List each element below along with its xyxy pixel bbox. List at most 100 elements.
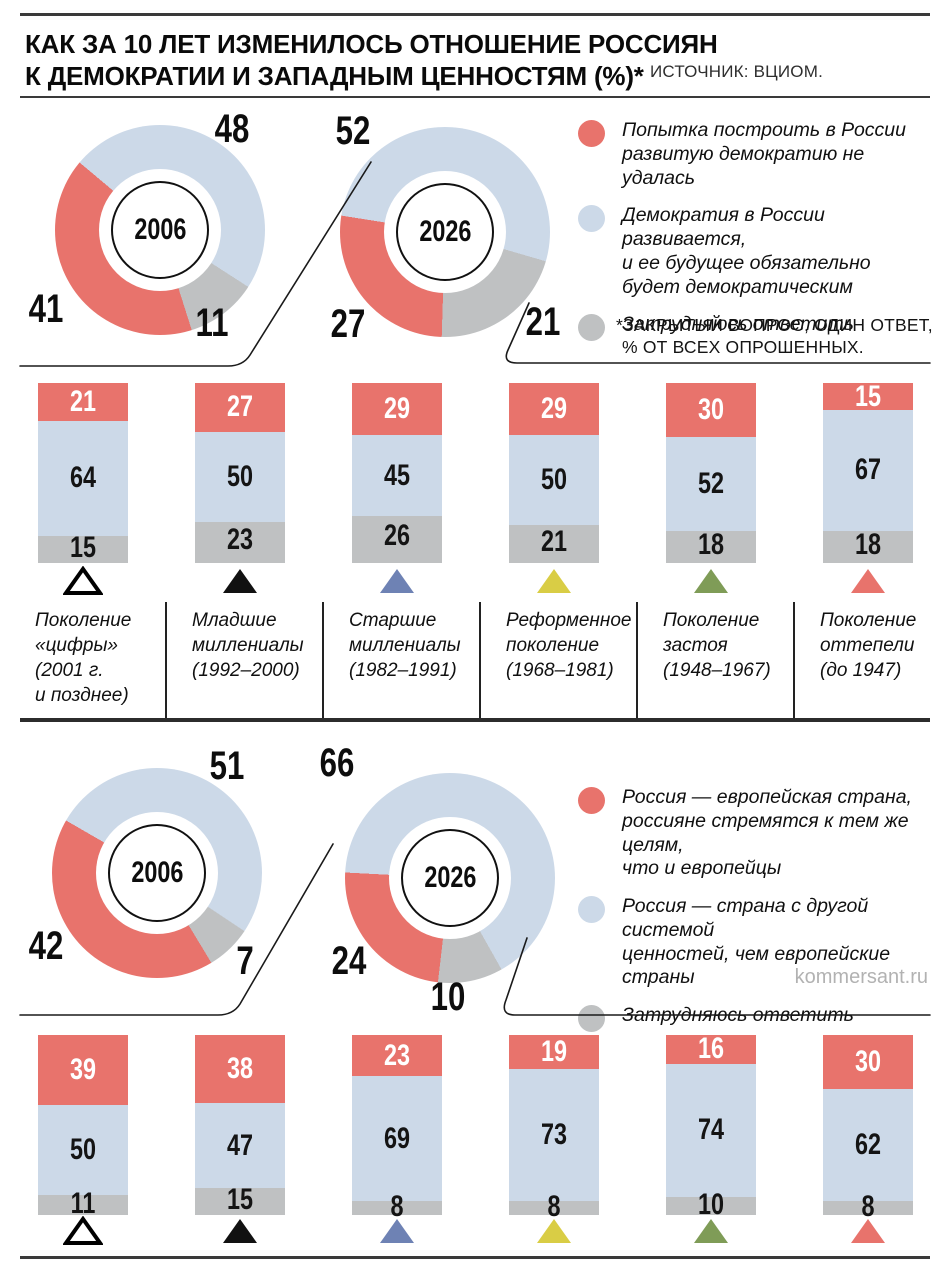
bar-segment [666,1197,756,1215]
column-divider [322,602,324,720]
stacked-bar-generation-4: 19 73 8 [509,1035,599,1222]
legend-text: Попытка построить в России развитую демо… [622,119,906,189]
generation-marker-triangle-1 [63,1216,103,1245]
donut-value-red: 24 [331,939,367,983]
generation-labels-row: Поколение «цифры» (2001 г. и позднее) Мла… [0,602,948,720]
donut-hole: 2026 [384,171,506,293]
generation-marker-triangle-2 [223,1219,257,1243]
bar-value-label: 39 [69,1053,97,1087]
generation-label-5: Поколение застоя (1948–1967) [663,610,771,682]
stacked-bars-european: 39 50 11 38 47 15 23 69 8 19 73 8 16 74 10 30 62 8 [0,1032,948,1222]
bar-value-label: 26 [383,519,411,553]
legend-dot-blue-icon [578,896,605,924]
bar-segment [352,1076,442,1201]
top-rule [20,13,930,16]
bar-segment [509,1035,599,1070]
bar-value-label: 29 [540,392,568,426]
bar-segment [38,1035,128,1106]
donut-value-gray: 10 [430,975,466,1019]
header-rule [20,96,930,98]
donut-value-blue: 66 [319,741,355,785]
bottom-rule [20,1256,930,1259]
bar-value-label: 11 [70,1187,96,1221]
bar-segment [352,1035,442,1077]
donut-year-label: 2026 [418,215,472,248]
generation-marker-row [0,1216,948,1246]
bar-segment [195,1188,285,1215]
year-ring: 2006 [108,824,206,922]
bar-segment [509,435,599,526]
section-divider-rule [20,718,930,722]
bar-value-label: 52 [697,466,725,500]
legend-item: Попытка построить в России развитую демо… [578,119,940,190]
donut-year-label: 2006 [130,856,184,889]
legend-item: Россия — европейская страна, россияне ст… [578,786,940,881]
bar-segment [666,530,756,563]
stacked-bar-generation-2: 38 47 15 [195,1035,285,1215]
bar-value-label: 8 [547,1190,561,1224]
stacked-bar-generation-6: 30 62 8 [823,1035,913,1222]
donut-value-blue: 52 [335,109,371,153]
stacked-bar-generation-2: 27 50 23 [195,383,285,563]
page-title-line1: КАК ЗА 10 ЛЕТ ИЗМЕНИЛОСЬ ОТНОШЕНИЕ РОССИ… [25,29,718,59]
bar-segment [38,420,128,536]
source-label: ИСТОЧНИК: ВЦИОМ. [650,62,824,81]
bar-segment [195,383,285,432]
legend-dot-gray-icon [578,1005,605,1033]
generation-marker-triangle-5 [694,1219,728,1243]
kommersant-watermark: kommersant.ru [794,966,928,988]
generation-marker-triangle-2 [223,569,257,593]
bar-value-label: 15 [854,379,882,413]
bar-value-label: 15 [69,531,97,565]
donut-democracy-2026: 2026 [340,127,550,337]
page-title-line2: К ДЕМОКРАТИИ И ЗАПАДНЫМ ЦЕННОСТЯМ (%)* [25,61,644,91]
bar-value-label: 50 [226,459,254,493]
bar-value-label: 23 [226,523,254,557]
generation-marker-triangle-3 [380,1219,414,1243]
bar-value-label: 29 [383,392,411,426]
generation-marker-triangle-6 [851,569,885,593]
bar-value-label: 15 [226,1183,254,1217]
bar-value-label: 30 [854,1045,882,1078]
generation-marker-triangle-1 [63,566,103,595]
bar-segment [352,383,442,436]
bar-segment [38,383,128,421]
bar-segment [666,1063,756,1197]
donut-hole: 2026 [389,817,511,939]
stacked-bar-generation-1: 21 64 15 [38,383,128,563]
footnote: *ЗАКРЫТЫЙ ВОПРОС, ОДИН ОТВЕТ, % ОТ ВСЕХ … [616,314,933,359]
donut-year-label: 2026 [423,861,477,894]
bar-value-label: 16 [697,1032,725,1066]
bar-value-label: 45 [383,458,411,492]
column-divider [479,602,481,720]
donut-value-gray: 11 [195,301,229,345]
legend-item: Затрудняюсь ответить [578,1004,940,1033]
bar-value-label: 64 [69,461,97,495]
bar-value-label: 74 [697,1113,725,1147]
bar-segment [823,1200,913,1215]
bar-value-label: 50 [69,1133,97,1167]
generation-label-2: Младшие миллениалы (1992–2000) [192,610,304,682]
bar-segment [195,431,285,522]
bar-segment [352,435,442,517]
bar-value-label: 47 [226,1128,254,1162]
bar-segment [352,1200,442,1215]
bar-segment [666,383,756,437]
legend-text: Россия — европейская страна, россияне ст… [622,786,912,880]
bar-segment [38,1105,128,1196]
bar-value-label: 73 [540,1117,568,1151]
bar-segment [38,1195,128,1215]
generation-label-3: Старшие миллениалы (1982–1991) [349,610,461,682]
bar-segment [823,530,913,563]
generation-marker-triangle-4 [537,569,571,593]
bar-segment [509,1069,599,1201]
stacked-bar-generation-5: 16 74 10 [666,1032,756,1220]
donut-european-2026: 2026 [345,773,555,983]
column-divider [793,602,795,720]
year-ring: 2006 [111,181,209,279]
stacked-bar-generation-3: 29 45 26 [352,383,442,563]
bar-segment [195,1035,285,1104]
stacked-bar-generation-6: 15 67 18 [823,379,913,563]
bar-value-label: 19 [540,1035,568,1069]
